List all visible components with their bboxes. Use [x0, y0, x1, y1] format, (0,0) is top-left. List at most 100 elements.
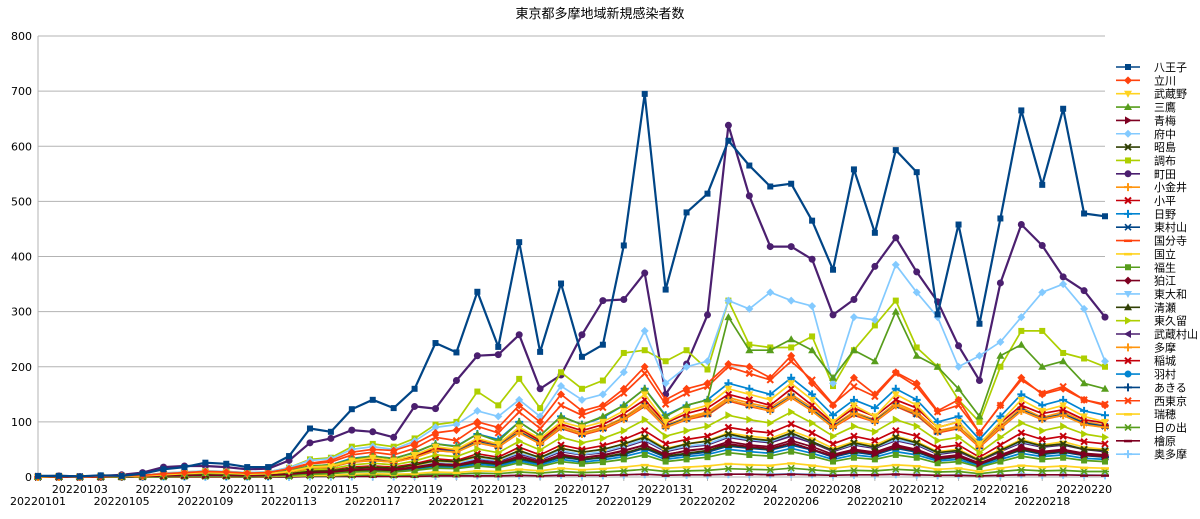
y-axis: 0 100 200 300 400 500 600 700 800	[11, 30, 39, 484]
data-point	[996, 446, 1005, 455]
data-point	[976, 464, 983, 471]
data-point	[808, 429, 816, 437]
data-point	[850, 295, 858, 303]
data-point	[557, 444, 565, 453]
data-point	[495, 448, 503, 457]
data-point	[913, 268, 921, 276]
data-point	[1101, 474, 1109, 477]
series-2	[34, 351, 1109, 481]
data-point	[1101, 467, 1109, 470]
data-point	[724, 462, 733, 466]
data-point	[725, 439, 733, 448]
series-line	[38, 354, 1106, 478]
data-point	[703, 466, 712, 474]
data-point	[662, 358, 669, 365]
data-point	[473, 435, 482, 443]
data-point	[767, 453, 774, 460]
data-point	[369, 428, 377, 436]
data-point	[1059, 464, 1068, 468]
data-point	[599, 445, 607, 454]
data-point	[411, 463, 419, 472]
legend-label: 檜原	[1154, 434, 1176, 448]
data-point	[683, 446, 691, 455]
data-point	[619, 384, 628, 393]
data-point	[452, 426, 461, 435]
data-point	[975, 428, 984, 437]
data-point	[933, 449, 942, 457]
data-point	[1018, 327, 1025, 334]
data-point	[452, 471, 461, 475]
data-point	[996, 441, 1005, 449]
data-point	[1124, 129, 1132, 138]
data-point	[1080, 466, 1089, 470]
data-point	[620, 440, 628, 448]
data-point	[661, 467, 670, 470]
data-point	[578, 331, 586, 339]
legend-label: 奥多摩	[1154, 447, 1187, 461]
data-point	[431, 428, 440, 437]
data-point	[305, 464, 314, 472]
legend-item: 武蔵村山	[1116, 327, 1198, 341]
data-point	[892, 396, 900, 404]
data-point	[808, 473, 817, 477]
data-point	[620, 349, 627, 356]
data-point	[453, 465, 460, 472]
data-point	[1038, 288, 1047, 297]
data-point	[640, 473, 649, 476]
data-point	[431, 471, 440, 474]
data-point	[1124, 343, 1132, 352]
y-tick-label: 500	[11, 195, 32, 208]
data-point	[766, 464, 775, 467]
legend-item: 小金井	[1116, 180, 1187, 194]
legend-item: 福生	[1116, 260, 1176, 274]
data-point	[347, 475, 356, 478]
legend-item: 東久留	[1116, 315, 1187, 328]
data-point	[849, 409, 858, 418]
x-tick-label: 20220220	[1056, 483, 1112, 496]
data-point	[662, 450, 670, 459]
data-point	[1038, 466, 1047, 469]
data-point	[849, 464, 858, 468]
data-point	[661, 379, 670, 388]
data-point	[1060, 454, 1067, 461]
data-point	[515, 408, 523, 416]
x-tick-label: 20220208	[805, 483, 861, 496]
data-point	[619, 368, 628, 377]
legend: 八王子立川武蔵野三鷹青梅府中昭島調布町田小金井小平日野東村山国分寺国立福生狛江東…	[1116, 61, 1198, 461]
data-point	[1124, 303, 1132, 311]
legend-item: 奥多摩	[1116, 447, 1187, 461]
data-point	[976, 320, 983, 327]
legend-label: 八王子	[1154, 61, 1187, 74]
data-point	[682, 401, 691, 409]
data-point	[725, 411, 733, 420]
x-tick-label: 20220216	[972, 483, 1028, 496]
data-point	[1039, 456, 1046, 463]
data-point	[181, 464, 188, 471]
data-point	[809, 453, 816, 460]
data-point	[244, 464, 251, 471]
data-point	[662, 458, 669, 465]
x-tick-label: 20220206	[763, 495, 819, 508]
data-point	[515, 446, 523, 455]
x-tick-label: 20220101	[10, 495, 66, 508]
y-tick-label: 600	[11, 140, 32, 153]
data-point	[954, 441, 963, 449]
data-point	[745, 401, 754, 410]
x-tick-label: 20220125	[512, 495, 568, 508]
data-point	[682, 415, 691, 424]
data-point	[431, 433, 440, 442]
data-point	[1080, 446, 1089, 449]
data-point	[1038, 390, 1047, 399]
data-point	[1080, 395, 1089, 404]
data-point	[892, 234, 900, 242]
data-point	[641, 347, 648, 354]
data-point	[368, 475, 377, 478]
data-point	[557, 390, 566, 399]
y-tick-label: 700	[11, 85, 32, 98]
y-tick-label: 200	[11, 361, 32, 374]
data-point	[661, 418, 670, 426]
data-point	[557, 412, 566, 420]
data-point	[390, 433, 398, 441]
data-point	[368, 454, 377, 462]
data-point	[453, 349, 460, 356]
